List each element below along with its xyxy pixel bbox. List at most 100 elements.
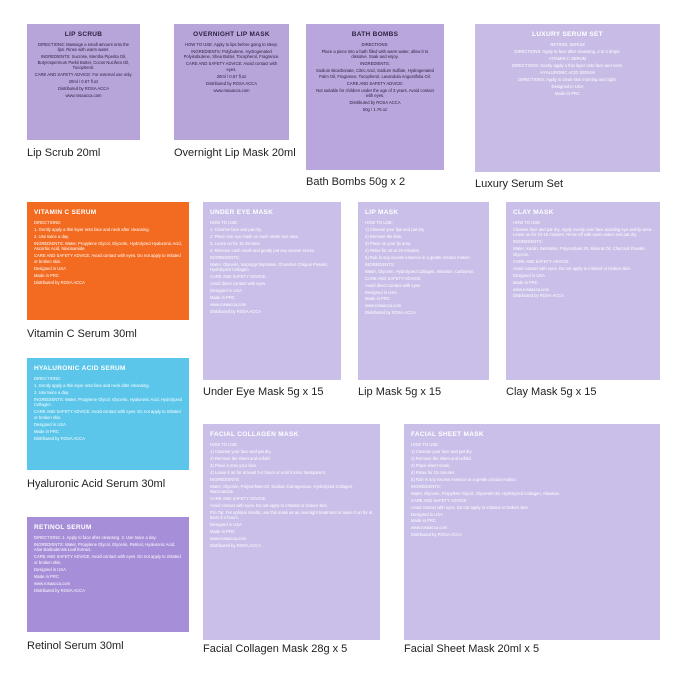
label-text: Distributed by ROSA ACCA xyxy=(58,86,109,92)
product-label: LUXURY SERUM SET RETINOL SERUM DIRECTIONS:… xyxy=(475,24,660,172)
product-label: VITAMIN C SERUM DIRECTIONS: 1. Gently appl… xyxy=(27,202,189,320)
label-text: Designed in USA xyxy=(34,566,66,572)
label-text: 4) Relax for 15 to 20 minutes. xyxy=(365,247,420,253)
label-text: Distributed by ROSA ACCA xyxy=(349,100,401,106)
label-text: Made in PRC xyxy=(555,90,580,96)
label-text: 20ml / 0.67 fl.oz xyxy=(216,73,247,79)
label-text: Distributed by ROSA ACCA xyxy=(34,279,85,285)
label-text: Distributed by ROSA ACCA xyxy=(513,293,564,299)
label-title: LUXURY SERUM SET xyxy=(532,31,603,38)
label-text: 20ml / 0.67 fl.oz xyxy=(68,79,99,85)
label-text: INGREDIENTS: xyxy=(210,254,240,260)
label-text: Avoid direct contact with eyes. xyxy=(210,281,267,287)
label-text: 2. Use twice a day. xyxy=(34,233,70,239)
label-text: INGREDIENTS: Polybutene, Hydrogenated Po… xyxy=(183,48,280,60)
label-text: 5) Rub in any excess essence in a gentle… xyxy=(365,254,471,260)
label-text: CARE AND SAFETY ADVICE: For external use… xyxy=(34,72,133,78)
product-label: OVERNIGHT LIP MASK HOW TO USE: Apply to l… xyxy=(174,24,289,140)
label-text: Distributed by ROSA ACCA xyxy=(411,532,462,538)
label-text: Designed in USA xyxy=(210,522,242,528)
label-text: Distributed by ROSA ACCA xyxy=(210,308,261,314)
label-text: 1. Gently apply a thin layer onto face a… xyxy=(34,226,150,232)
label-text: Made in PRC xyxy=(513,279,538,285)
product-caption: Luxury Serum Set xyxy=(475,178,564,190)
label-text: Water, Glycerin, Isopropyl Myristate, Ch… xyxy=(210,261,329,273)
product-label: FACIAL COLLAGEN MASK HOW TO USE: 1) Cleans… xyxy=(203,424,380,640)
label-text: Not suitable for children under the age … xyxy=(316,87,434,99)
label-text: CARE AND SAFETY ADVICE: Avoid contact wi… xyxy=(185,61,278,72)
product-caption: Hyaluronic Acid Serum 30ml xyxy=(27,478,166,490)
product-caption: Clay Mask 5g x 15 xyxy=(506,386,597,398)
label-text: Water, Glycerin, Hydrolyzed Collagen, Al… xyxy=(365,268,475,274)
label-title: HYALURONIC ACID SERUM xyxy=(34,365,126,372)
label-text: 2) Remove the sheet and unfold. xyxy=(411,455,472,461)
label-text: INGREDIENTS: xyxy=(365,261,395,267)
label-text: Made in PRC xyxy=(210,529,235,535)
label-text: 1) Cleanse your lips and pat dry. xyxy=(365,226,425,232)
product-label: LIP MASK HOW TO USE: 1) Cleanse your lips … xyxy=(358,202,489,380)
label-text: 1. Gently apply a thin layer onto face a… xyxy=(34,382,150,388)
label-text: 3. Leave on for 15 minutes. xyxy=(210,240,261,246)
label-text: DIRECTIONS: Gently apply a thin layer on… xyxy=(512,62,623,68)
label-text: HOW TO USE: xyxy=(411,442,439,447)
label-text: 3) Place on your lip area. xyxy=(365,240,412,246)
label-text: www.rosaacca.com xyxy=(34,580,71,586)
label-text: Designed in USA xyxy=(513,272,545,278)
label-text: CARE AND SAFETY ADVICE: Avoid contact wi… xyxy=(34,253,181,264)
product-label: BATH BOMBS DIRECTIONS: Place a piece into … xyxy=(306,24,444,170)
label-text: CARE AND SAFETY ADVICE: xyxy=(513,258,570,264)
product-label: RETINOL SERUM DIRECTIONS: 1. Apply to fac… xyxy=(27,517,189,632)
label-text: INGREDIENTS: Water, Propylene Glycol, Gl… xyxy=(34,240,182,252)
product-caption: Under Eye Mask 5g x 15 xyxy=(203,386,324,398)
label-text: HOW TO USE: xyxy=(513,220,541,225)
label-text: Avoid contact with eyes. Do not apply to… xyxy=(210,503,328,509)
label-text: 2) Remove the liner. xyxy=(365,233,403,239)
product-label: FACIAL SHEET MASK HOW TO USE: 1) Cleanse y… xyxy=(404,424,660,640)
label-text: 1. Cleanse face and pat dry. xyxy=(210,226,263,232)
label-text: Designed in USA xyxy=(551,83,584,89)
product-caption: Retinol Serum 30ml xyxy=(27,640,124,652)
label-text: HYALURONIC ACID SERUM xyxy=(540,69,595,75)
label-text: Cleanse face and pat dry. Apply evenly o… xyxy=(513,226,653,238)
label-text: HOW TO USE: xyxy=(210,220,238,225)
label-title: RETINOL SERUM xyxy=(34,524,92,531)
label-text: 2) Remove the sheet and unfold. xyxy=(210,455,271,461)
product-caption: Facial Collagen Mask 28g x 5 xyxy=(203,643,348,655)
label-text: Distributed by ROSA ACCA xyxy=(34,587,85,593)
label-text: CARE AND SAFETY ADVICE: Avoid contact wi… xyxy=(34,554,181,565)
label-text: 4. Remove each mask and gently pat any e… xyxy=(210,247,316,253)
label-text: VITAMIN C SERUM xyxy=(548,55,587,61)
label-text: CARE AND SAFETY ADVICE: xyxy=(210,496,267,502)
product-caption: Lip Scrub 20ml xyxy=(27,147,101,159)
label-text: 4) Leave it on for at least 3-4 hours or… xyxy=(210,469,326,475)
label-text: 1) Cleanse your face and pat dry. xyxy=(210,448,272,454)
label-text: DIRECTIONS: xyxy=(361,42,389,47)
label-text: Made in PRC xyxy=(365,296,390,302)
label-text: DIRECTIONS: Apply to clean skin morning … xyxy=(518,76,617,82)
label-text: www.rosaacca.com xyxy=(65,93,102,99)
label-text: Sodium Bicarbonate, Citric Acid, Sodium … xyxy=(315,68,434,79)
label-text: Made in PRC xyxy=(34,272,59,278)
label-text: 2. Place one eye mask on each under eye … xyxy=(210,233,299,239)
label-text: Designed in USA xyxy=(365,289,397,295)
label-text: 4) Relax for 15 minutes. xyxy=(411,469,456,475)
label-text: INGREDIENTS: Water, Propylene Glycol, Gl… xyxy=(34,396,182,408)
label-text: INGREDIENTS: xyxy=(360,61,390,67)
product-caption: Facial Sheet Mask 20ml x 5 xyxy=(404,643,540,655)
label-text: DIRECTIONS: xyxy=(34,220,61,225)
label-text: DIRECTIONS: Apply to face after cleansin… xyxy=(514,48,621,54)
label-text: CARE AND SAFETY ADVICE: Avoid contact wi… xyxy=(34,409,181,420)
label-title: CLAY MASK xyxy=(513,209,554,216)
label-text: Designed in USA xyxy=(411,511,443,517)
label-text: Distributed by ROSA ACCA xyxy=(34,435,85,441)
label-text: INGREDIENTS: xyxy=(210,476,240,482)
label-text: 3) Place it onto your face. xyxy=(210,462,258,468)
label-text: Water, Glycerin, Propylene Glycol, Glyce… xyxy=(411,490,561,496)
product-label: UNDER EYE MASK HOW TO USE: 1. Cleanse face… xyxy=(203,202,341,380)
label-text: 3) Place sheet mask. xyxy=(411,462,451,468)
label-text: 1) Cleanse your face and pat dry. xyxy=(411,448,473,454)
label-text: 50g / 1.76 oz xyxy=(362,107,388,113)
label-text: DIRECTIONS: 1. Apply to face after clean… xyxy=(34,535,157,540)
label-title: FACIAL COLLAGEN MASK xyxy=(210,431,299,438)
